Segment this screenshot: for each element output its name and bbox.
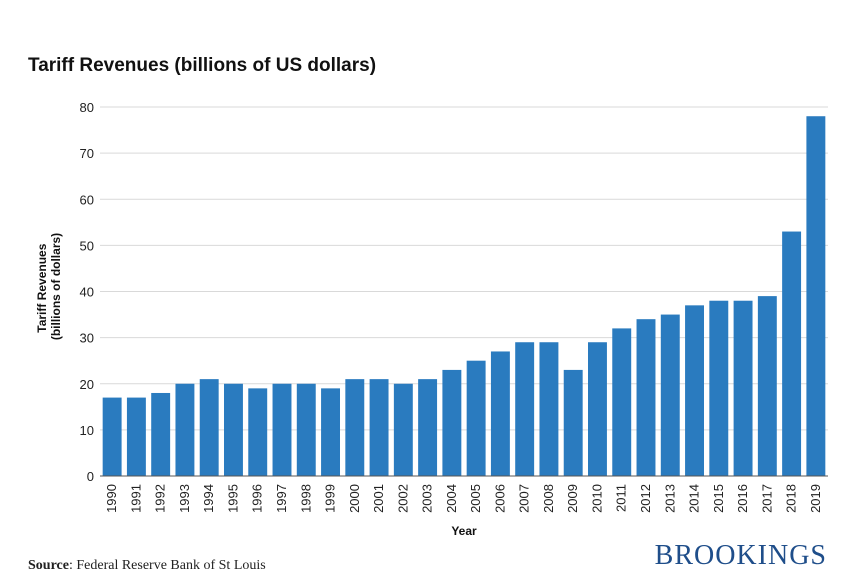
y-axis-title: Tariff Revenues (billions of dollars)	[35, 233, 63, 340]
x-tick-label-2009: 2009	[565, 484, 580, 513]
x-tick-label-1996: 1996	[250, 484, 265, 513]
bar-2013	[660, 314, 680, 476]
x-tick-label-2006: 2006	[492, 484, 507, 513]
bar-2014	[685, 305, 704, 476]
y-tick-label: 80	[80, 100, 94, 115]
x-tick-label-2010: 2010	[589, 484, 604, 513]
bar-1992	[151, 392, 171, 476]
bar-2003	[418, 379, 438, 476]
x-axis-title: Year	[451, 524, 477, 538]
y-tick-label: 40	[80, 285, 94, 300]
y-axis-title-line-1: Tariff Revenues	[35, 243, 49, 332]
chart-title: Tariff Revenues (billions of US dollars)	[28, 55, 377, 76]
x-tick-label-2001: 2001	[371, 484, 386, 513]
source-text: : Federal Reserve Bank of St Louis	[68, 558, 266, 573]
bar-2002	[393, 383, 413, 476]
x-tick-label-2011: 2011	[614, 484, 629, 512]
bar-1994	[199, 379, 219, 476]
y-axis-ticks: 0 10 20 30 40 50 60 70 80	[80, 100, 94, 484]
x-tick-label-1990: 1990	[104, 484, 119, 513]
x-tick-label-2019: 2019	[808, 484, 823, 513]
bar-2010	[588, 342, 607, 476]
bar-1990	[102, 397, 122, 476]
x-tick-label-1995: 1995	[225, 484, 240, 513]
x-tick-label-2007: 2007	[517, 484, 532, 513]
y-axis-title-line-2: (billions of dollars)	[49, 233, 63, 340]
bar-2000	[345, 379, 365, 476]
gridlines	[100, 106, 828, 431]
bar-1997	[272, 383, 292, 476]
bar-1995	[224, 383, 243, 476]
x-tick-label-1999: 1999	[323, 484, 338, 513]
x-tick-label-2002: 2002	[395, 484, 410, 513]
bar-2011	[612, 328, 632, 476]
bar-2015	[709, 300, 729, 476]
source-label: Source	[28, 558, 69, 573]
x-tick-label-2015: 2015	[711, 484, 726, 513]
source-note: Source: Federal Reserve Bank of St Louis	[28, 558, 266, 574]
bar-2005	[466, 360, 486, 476]
x-tick-label-2003: 2003	[420, 484, 435, 513]
bar-1993	[175, 383, 195, 476]
x-tick-label-1991: 1991	[128, 484, 143, 513]
bar-2009	[563, 369, 583, 476]
x-tick-label-2005: 2005	[468, 484, 483, 513]
x-tick-label-1994: 1994	[201, 484, 216, 513]
x-tick-label-1997: 1997	[274, 484, 289, 513]
bar-2001	[369, 379, 389, 476]
x-tick-label-2017: 2017	[759, 484, 774, 513]
x-tick-label-2018: 2018	[784, 484, 799, 513]
y-tick-label: 30	[80, 331, 94, 346]
bar-2004	[442, 369, 462, 476]
x-tick-label-2013: 2013	[662, 484, 677, 513]
x-tick-label-2014: 2014	[687, 484, 702, 513]
bars	[102, 116, 826, 476]
x-tick-label-2016: 2016	[735, 484, 750, 513]
bar-2017	[757, 296, 777, 476]
y-tick-label: 50	[80, 238, 94, 253]
brookings-logo: BROOKINGS	[654, 540, 827, 571]
bar-2018	[782, 231, 802, 476]
bar-1996	[248, 388, 268, 476]
bar-1999	[321, 388, 340, 476]
bar-2007	[515, 342, 535, 476]
x-tick-label-2008: 2008	[541, 484, 556, 513]
bar-2008	[539, 342, 559, 476]
y-tick-label: 20	[80, 377, 94, 392]
bar-2019	[806, 116, 826, 476]
x-tick-label-1992: 1992	[153, 484, 168, 513]
x-tick-label-2004: 2004	[444, 484, 459, 513]
x-tick-label-1993: 1993	[177, 484, 192, 513]
x-tick-label-1998: 1998	[298, 484, 313, 513]
bar-2012	[636, 319, 656, 476]
bar-2006	[490, 351, 510, 476]
x-tick-label-2012: 2012	[638, 484, 653, 513]
y-tick-label: 10	[80, 423, 94, 438]
bar-1998	[296, 383, 316, 476]
y-tick-label: 60	[80, 192, 94, 207]
y-tick-label: 0	[87, 469, 94, 484]
y-tick-label: 70	[80, 146, 94, 161]
x-tick-label-2000: 2000	[347, 484, 362, 513]
x-axis-ticks: 1990 1991 1992 1993 1994 1995 1996 1997 1998 1999…	[104, 484, 823, 513]
bar-2016	[733, 300, 753, 476]
bar-1991	[126, 397, 146, 476]
